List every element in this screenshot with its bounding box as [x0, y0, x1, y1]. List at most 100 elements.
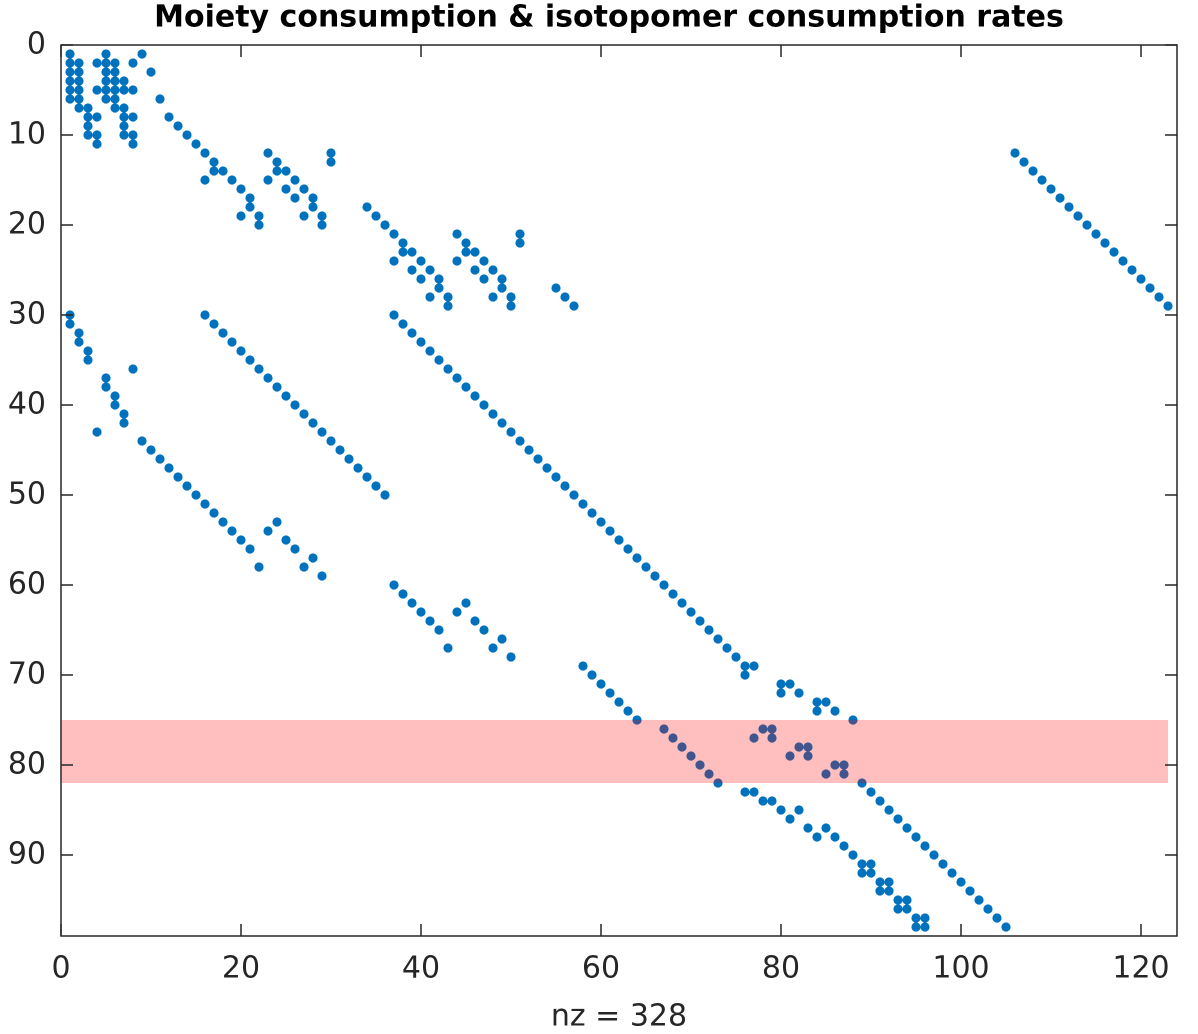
- point: [1154, 292, 1164, 302]
- point: [65, 94, 75, 104]
- point: [245, 193, 255, 203]
- point: [245, 202, 255, 212]
- point: [119, 76, 129, 86]
- point: [488, 265, 498, 275]
- point: [767, 733, 777, 743]
- point: [398, 319, 408, 329]
- point: [911, 922, 921, 932]
- point: [299, 562, 309, 572]
- point: [317, 427, 327, 437]
- point: [227, 175, 237, 185]
- point: [470, 391, 480, 401]
- point: [191, 490, 201, 500]
- point: [821, 697, 831, 707]
- point: [884, 805, 894, 815]
- point: [803, 823, 813, 833]
- point: [182, 481, 192, 491]
- point: [335, 445, 345, 455]
- point: [83, 103, 93, 113]
- point: [326, 436, 336, 446]
- point: [182, 130, 192, 140]
- point: [218, 517, 228, 527]
- point: [281, 184, 291, 194]
- point: [740, 787, 750, 797]
- point: [290, 175, 300, 185]
- point: [767, 724, 777, 734]
- point: [569, 301, 579, 311]
- point: [110, 85, 120, 95]
- point: [236, 346, 246, 356]
- point: [398, 589, 408, 599]
- point: [389, 580, 399, 590]
- point: [137, 49, 147, 59]
- point: [920, 922, 930, 932]
- point: [416, 337, 426, 347]
- point: [434, 274, 444, 284]
- x-tick-label: 120: [1112, 951, 1169, 986]
- point: [488, 292, 498, 302]
- point: [110, 76, 120, 86]
- point: [596, 517, 606, 527]
- point: [101, 382, 111, 392]
- point: [137, 436, 147, 446]
- y-tick-label: 50: [8, 477, 46, 512]
- point: [1118, 256, 1128, 266]
- point: [317, 571, 327, 581]
- point: [821, 769, 831, 779]
- point: [110, 400, 120, 410]
- point: [848, 715, 858, 725]
- point: [488, 643, 498, 653]
- point: [839, 760, 849, 770]
- point: [668, 589, 678, 599]
- point: [146, 445, 156, 455]
- point: [956, 877, 966, 887]
- point: [155, 94, 165, 104]
- point: [326, 157, 336, 167]
- point: [362, 202, 372, 212]
- point: [416, 607, 426, 617]
- point: [632, 715, 642, 725]
- y-tick-label: 0: [27, 27, 46, 62]
- point: [371, 481, 381, 491]
- point: [551, 283, 561, 293]
- point: [452, 373, 462, 383]
- y-tick-label: 10: [8, 117, 46, 152]
- point: [209, 508, 219, 518]
- point: [200, 310, 210, 320]
- point: [119, 409, 129, 419]
- point: [254, 562, 264, 572]
- point: [65, 67, 75, 77]
- point: [74, 85, 84, 95]
- point: [92, 427, 102, 437]
- point: [461, 598, 471, 608]
- point: [1019, 157, 1029, 167]
- point: [110, 391, 120, 401]
- point: [425, 292, 435, 302]
- point: [173, 121, 183, 131]
- point: [110, 58, 120, 68]
- point: [443, 292, 453, 302]
- point: [371, 211, 381, 221]
- point: [245, 544, 255, 554]
- point: [695, 616, 705, 626]
- point: [875, 886, 885, 896]
- x-tick-label: 40: [402, 951, 440, 986]
- point: [578, 661, 588, 671]
- point: [875, 877, 885, 887]
- point: [740, 670, 750, 680]
- point: [308, 202, 318, 212]
- point: [407, 598, 417, 608]
- point: [74, 76, 84, 86]
- point: [119, 121, 129, 131]
- point: [461, 247, 471, 257]
- point: [803, 742, 813, 752]
- point: [92, 112, 102, 122]
- point: [119, 418, 129, 428]
- point: [1100, 238, 1110, 248]
- chart-title: Moiety consumption & isotopomer consumpt…: [154, 0, 1064, 35]
- point: [677, 598, 687, 608]
- x-tick-label: 0: [51, 951, 70, 986]
- point: [254, 220, 264, 230]
- point: [119, 103, 129, 113]
- point: [272, 166, 282, 176]
